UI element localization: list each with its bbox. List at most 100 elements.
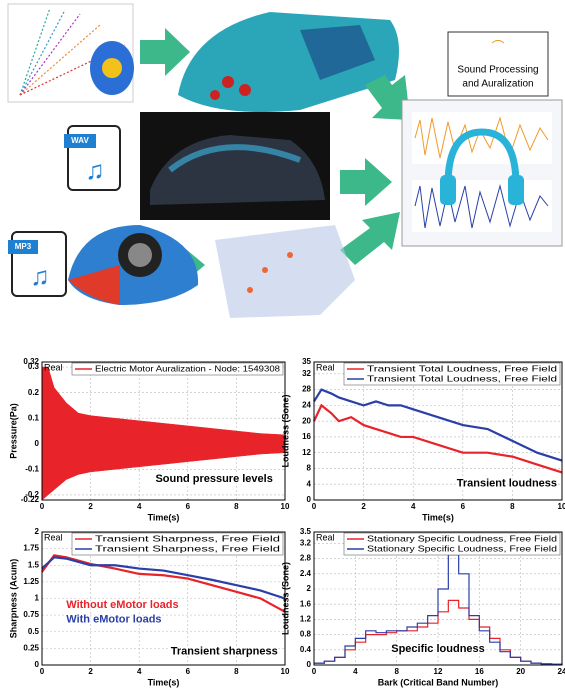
label-line: and Auralization — [462, 79, 533, 90]
x-tick-label: 8 — [234, 502, 239, 511]
y-tick-label: 0.3 — [28, 362, 40, 371]
y-tick-label: 0.4 — [300, 645, 312, 654]
x-tick-label: 10 — [281, 667, 290, 676]
legend — [343, 532, 561, 556]
x-tick-label: 0 — [40, 667, 45, 676]
annotation: Without eMotor loads — [66, 599, 178, 611]
y-tick-label: 1.2 — [300, 615, 312, 624]
y-tick-label: 4 — [307, 479, 312, 488]
y-tick-label: 0 — [35, 660, 40, 669]
x-tick-label: 16 — [475, 667, 484, 676]
series-line — [313, 403, 563, 474]
x-tick-label: 8 — [510, 502, 515, 511]
x-tick-label: 4 — [411, 502, 416, 511]
y-axis-label: Loudness (Sone) — [280, 394, 290, 467]
wav-label: WAV — [71, 136, 89, 145]
y-tick-label: 2.8 — [300, 554, 312, 563]
x-axis-label: Time(s) — [148, 512, 180, 522]
annotation: Transient sharpness — [171, 646, 278, 658]
y-axis-label: Loudness (Sone) — [280, 562, 290, 635]
label-line: Sound Processing — [457, 65, 538, 76]
y-tick-label: 8 — [307, 464, 312, 473]
y-tick-label: 16 — [302, 432, 311, 441]
y-tick-label: 3.5 — [300, 527, 312, 536]
corner-label: Real — [316, 532, 335, 542]
series-line — [41, 556, 286, 600]
y-tick-label: 32 — [302, 369, 311, 378]
x-tick-label: 0 — [312, 667, 317, 676]
y-tick-label: 3.2 — [300, 539, 312, 548]
plot-frame — [313, 361, 563, 501]
arrow — [340, 212, 400, 265]
y-tick-label: 12 — [302, 448, 311, 457]
legend-label: Transient Total Loudness, Free Field — [367, 363, 557, 373]
x-tick-label: 4 — [137, 502, 142, 511]
corner-label: Real — [316, 362, 335, 372]
legend-label: Stationary Specific Loudness, Free Field — [367, 533, 557, 543]
y-tick-label: 20 — [302, 416, 311, 425]
legend — [343, 362, 561, 386]
waveform — [414, 116, 549, 159]
charts: -0.22-0.2-0.100.10.20.30.320 2 4 6 8 10Time(s… — [8, 357, 565, 687]
svg-text:♫: ♫ — [30, 261, 50, 291]
corner-label: Real — [44, 362, 63, 372]
legend — [71, 532, 284, 556]
x-tick-label: 6 — [186, 667, 191, 676]
arrow — [140, 28, 190, 76]
y-tick-label: 2 — [35, 527, 40, 536]
arrow — [340, 158, 392, 206]
headphones — [444, 128, 520, 186]
annotation: Sound pressure levels — [155, 473, 272, 485]
x-tick-label: 2 — [88, 502, 93, 511]
plot-frame — [313, 531, 563, 666]
x-tick-label: 0 — [40, 502, 45, 511]
y-tick-label: 0 — [35, 439, 40, 448]
x-tick-label: 20 — [516, 667, 525, 676]
y-tick-label: -0.2 — [25, 490, 39, 499]
y-tick-label: 0.2 — [28, 388, 40, 397]
motor-core — [102, 58, 122, 78]
y-tick-label: 1.75 — [23, 544, 39, 553]
y-tick-label: 0.5 — [28, 627, 40, 636]
plot-frame — [41, 361, 286, 501]
x-tick-label: 2 — [361, 502, 366, 511]
y-tick-label: 35 — [302, 357, 311, 366]
y-axis-label: Sharpness (Acum) — [8, 559, 18, 639]
y-tick-label: 0.1 — [28, 413, 40, 422]
y-tick-label: 0.25 — [23, 643, 39, 652]
x-tick-label: 4 — [137, 667, 142, 676]
y-tick-label: 1.25 — [23, 577, 39, 586]
x-tick-label: 4 — [353, 667, 358, 676]
x-axis-label: Time(s) — [148, 677, 180, 687]
y-tick-label: -0.1 — [25, 464, 39, 473]
seat-model — [215, 225, 355, 318]
annotation: With eMotor loads — [66, 614, 161, 626]
mp3-label: MP3 — [15, 242, 32, 251]
y-tick-label: 1.6 — [300, 599, 312, 608]
legend-label: Transient Sharpness, Free Field — [95, 543, 280, 553]
arrow — [365, 75, 410, 120]
series-line — [314, 554, 563, 665]
y-tick-label: 0.8 — [300, 630, 312, 639]
y-axis-label: Pressure(Pa) — [8, 403, 18, 459]
y-tick-label: 2 — [307, 584, 312, 593]
series-line — [313, 388, 563, 462]
y-tick-label: 28 — [302, 385, 311, 394]
x-tick-label: 6 — [186, 502, 191, 511]
y-tick-label: 0.75 — [23, 610, 39, 619]
legend-label: Transient Sharpness, Free Field — [95, 533, 280, 543]
x-tick-label: 10 — [281, 502, 290, 511]
seat — [300, 25, 375, 80]
y-tick-label: 2.4 — [300, 569, 312, 578]
label-box — [447, 31, 549, 97]
y-tick-label: 0 — [307, 495, 312, 504]
y-tick-label: 24 — [302, 400, 311, 409]
illustration: WAV ♫ MP3 ♫ ⌒ Sound Processing and Aural… — [7, 3, 563, 318]
plot-frame — [41, 531, 286, 666]
y-tick-label: -0.22 — [21, 495, 40, 504]
svg-text:♫: ♫ — [85, 155, 105, 185]
y-tick-label: 0 — [307, 660, 312, 669]
y-tick-label: 1 — [35, 594, 40, 603]
legend-label: Stationary Specific Loudness, Free Field — [367, 543, 557, 553]
y-tick-label: 0.32 — [23, 357, 39, 366]
